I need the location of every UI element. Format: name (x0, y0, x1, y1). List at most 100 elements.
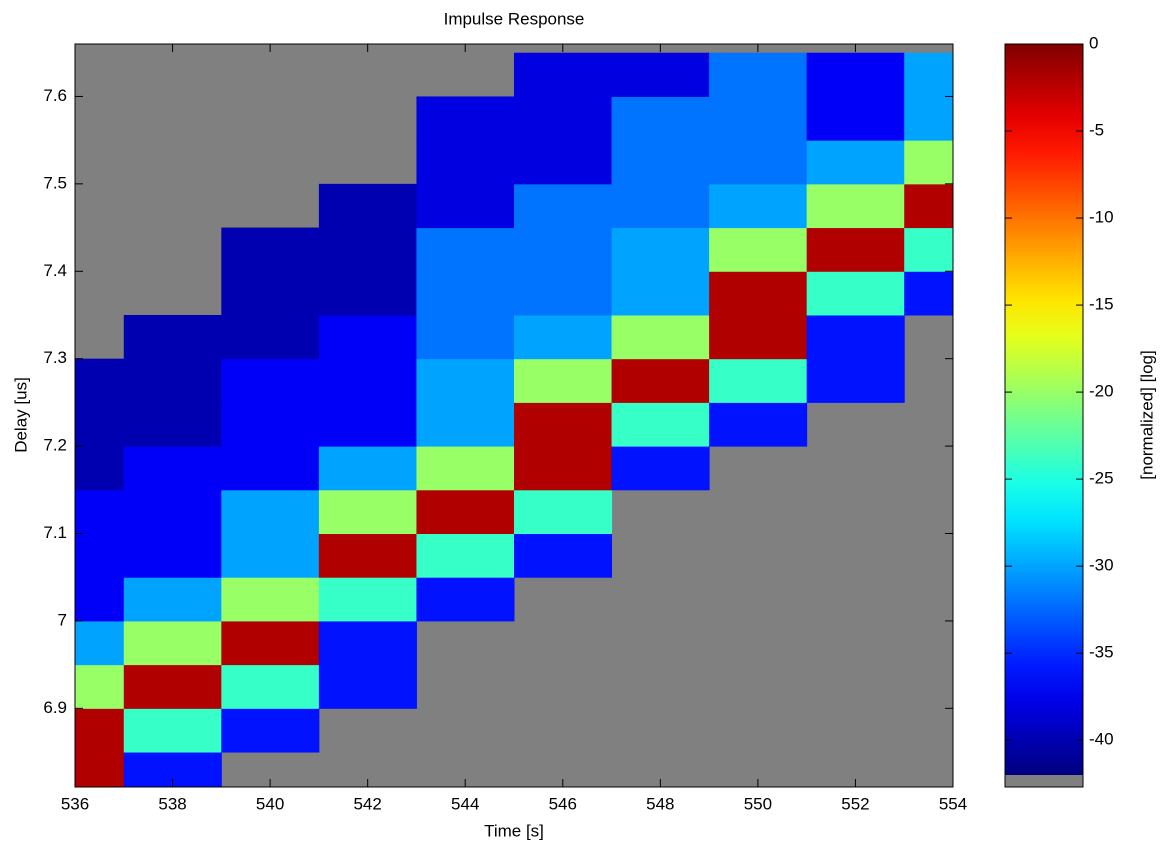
heatmap-cell (221, 358, 320, 403)
heatmap-cell (611, 96, 710, 141)
colorbar-tick-label: -15 (1089, 295, 1114, 314)
heatmap-cell (123, 708, 222, 753)
heatmap-cell (123, 533, 222, 578)
heatmap-cell (806, 183, 905, 229)
heatmap-cell (318, 183, 417, 229)
heatmap-cell (611, 227, 710, 272)
chart-title: Impulse Response (444, 9, 585, 28)
heatmap-cell (416, 402, 515, 447)
y-tick-label: 7.5 (43, 173, 67, 192)
heatmap-cell (318, 489, 417, 535)
heatmap-cell (318, 227, 417, 272)
heatmap-cell (611, 140, 710, 185)
heatmap-cell (806, 314, 905, 360)
heatmap-cell (709, 227, 808, 272)
heatmap-cell (75, 358, 125, 403)
heatmap-cell (611, 402, 710, 447)
heatmap-cell (806, 140, 905, 185)
heatmap-cell (318, 577, 417, 622)
y-tick-label: 7.4 (43, 261, 67, 280)
heatmap-cell (416, 446, 515, 491)
colorbar-tick-label: -5 (1089, 121, 1104, 140)
heatmap-cell (709, 402, 808, 447)
heatmap-cell (75, 446, 125, 491)
heatmap-cell (123, 489, 222, 535)
heatmap-cell (709, 358, 808, 403)
heatmap-cell (123, 577, 222, 622)
x-tick-label: 536 (61, 794, 89, 813)
heatmap-cell (904, 96, 953, 141)
colorbar-tick-label: -25 (1089, 469, 1114, 488)
heatmap-cell (123, 620, 222, 666)
y-tick-label: 7.2 (43, 436, 67, 455)
heatmap-cell (318, 664, 417, 709)
y-axis-label: Delay [us] (11, 377, 30, 453)
x-tick-label: 544 (451, 794, 479, 813)
heatmap-cell (611, 358, 710, 403)
heatmap-cell (318, 446, 417, 491)
heatmap-cell (514, 140, 613, 185)
heatmap-cell (514, 271, 613, 316)
heatmap-cell (611, 271, 710, 316)
heatmap (75, 52, 953, 787)
y-tick-label: 6.9 (43, 698, 67, 717)
heatmap-cell (514, 314, 613, 360)
y-tick-label: 7 (58, 610, 67, 629)
colorbar (1005, 44, 1083, 775)
y-tick-label: 7.6 (43, 86, 67, 105)
heatmap-cell (611, 183, 710, 229)
heatmap-cell (318, 358, 417, 403)
heatmap-cell (514, 489, 613, 535)
heatmap-cell (221, 227, 320, 272)
heatmap-cell (221, 271, 320, 316)
heatmap-cell (514, 533, 613, 578)
heatmap-cell (709, 52, 808, 97)
heatmap-cell (709, 140, 808, 185)
heatmap-cell (75, 664, 125, 709)
heatmap-cell (806, 358, 905, 403)
heatmap-cell (221, 533, 320, 578)
plot-frame (74, 43, 954, 788)
colorbar-tick-label: -10 (1089, 208, 1114, 227)
heatmap-cell (416, 314, 515, 360)
heatmap-cell (514, 402, 613, 447)
heatmap-cell (75, 752, 125, 787)
heatmap-cell (514, 446, 613, 491)
heatmap-cell (123, 446, 222, 491)
heatmap-cell (904, 271, 953, 316)
heatmap-cell (416, 183, 515, 229)
heatmap-cell (318, 533, 417, 578)
heatmap-cell (221, 489, 320, 535)
colorbar-tick-label: -40 (1089, 730, 1114, 749)
heatmap-cell (416, 227, 515, 272)
heatmap-cell (904, 52, 953, 97)
heatmap-cell (221, 708, 320, 753)
heatmap-cell (75, 533, 125, 578)
heatmap-cell (123, 358, 222, 403)
heatmap-cell (75, 489, 125, 535)
colorbar-tick-label: -30 (1089, 556, 1114, 575)
heatmap-cell (221, 577, 320, 622)
colorbar-tick-label: -35 (1089, 643, 1114, 662)
x-tick-label: 554 (939, 794, 967, 813)
heatmap-cell (514, 227, 613, 272)
heatmap-cell (416, 577, 515, 622)
heatmap-cell (709, 271, 808, 316)
heatmap-cell (416, 533, 515, 578)
heatmap-cell (416, 271, 515, 316)
heatmap-cell (611, 446, 710, 491)
heatmap-cell (318, 271, 417, 316)
x-tick-label: 546 (549, 794, 577, 813)
heatmap-cell (221, 314, 320, 360)
x-tick-label: 538 (158, 794, 186, 813)
colorbar-tick-label: 0 (1089, 33, 1098, 52)
heatmap-cell (75, 620, 125, 666)
heatmap-cell (416, 358, 515, 403)
heatmap-cell (514, 183, 613, 229)
heatmap-cell (806, 271, 905, 316)
heatmap-cell (709, 183, 808, 229)
x-tick-label: 540 (256, 794, 284, 813)
colorbar-tick-label: -20 (1089, 382, 1114, 401)
x-tick-label: 552 (841, 794, 869, 813)
